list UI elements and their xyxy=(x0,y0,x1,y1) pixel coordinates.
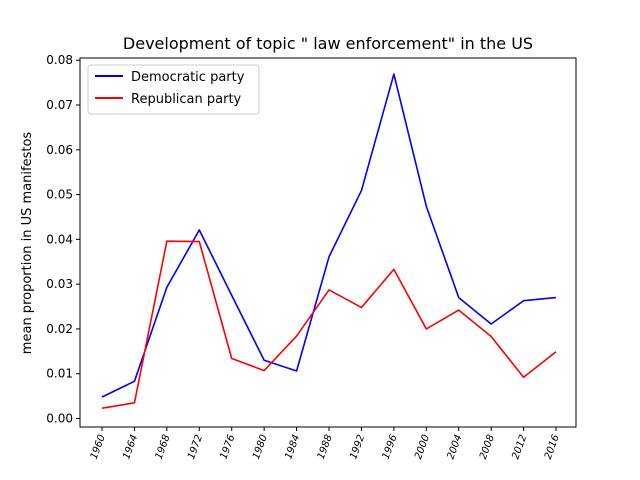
plot-frame xyxy=(79,57,577,428)
y-tick-label: 0.00 xyxy=(46,411,73,425)
y-tick-label: 0.07 xyxy=(46,98,73,112)
x-tick-label: 1964 xyxy=(121,433,140,461)
x-tick-label: 1984 xyxy=(283,433,302,461)
x-tick-label: 1992 xyxy=(348,433,367,461)
y-tick-label: 0.08 xyxy=(46,53,73,67)
chart-title: Development of topic " law enforcement" … xyxy=(123,34,533,53)
x-tick-label: 1988 xyxy=(316,433,335,461)
x-tick-label: 2012 xyxy=(510,433,529,461)
x-tick-label: 1996 xyxy=(381,433,400,461)
legend-box xyxy=(87,64,260,115)
series-line-democratic-party xyxy=(101,73,557,398)
x-tick-label: 1980 xyxy=(251,433,270,461)
legend-label-democratic-party: Democratic party xyxy=(131,70,245,85)
x-tick-label: 1968 xyxy=(154,433,173,461)
y-tick-label: 0.06 xyxy=(46,143,73,157)
y-tick-label: 0.03 xyxy=(46,277,73,291)
y-tick-label: 0.01 xyxy=(46,367,73,381)
legend: Democratic party Republican party xyxy=(87,64,260,115)
x-tick-label: 1960 xyxy=(89,433,108,461)
y-tick-label: 0.05 xyxy=(46,188,73,202)
x-tick-label: 1972 xyxy=(186,433,205,461)
y-axis-label: mean proportion in US manifestos xyxy=(20,132,35,355)
y-axis: 0.00 0.01 0.02 0.03 0.04 0.05 0.06 0.07 0.08 xyxy=(46,53,80,425)
series-line-republican-party xyxy=(101,240,557,409)
x-tick-label: 2004 xyxy=(446,433,465,461)
x-tick-label: 2008 xyxy=(478,433,497,461)
x-tick-label: 2000 xyxy=(413,433,432,461)
y-tick-label: 0.02 xyxy=(46,322,73,336)
legend-label-republican-party: Republican party xyxy=(131,92,242,107)
x-tick-label: 1976 xyxy=(218,433,237,461)
y-tick-label: 0.04 xyxy=(46,232,73,246)
series-layer xyxy=(101,73,557,409)
x-tick-label: 2016 xyxy=(543,433,562,461)
x-axis: 1960 1964 1968 1972 1976 1980 1984 1988 1992 1996… xyxy=(89,427,562,461)
